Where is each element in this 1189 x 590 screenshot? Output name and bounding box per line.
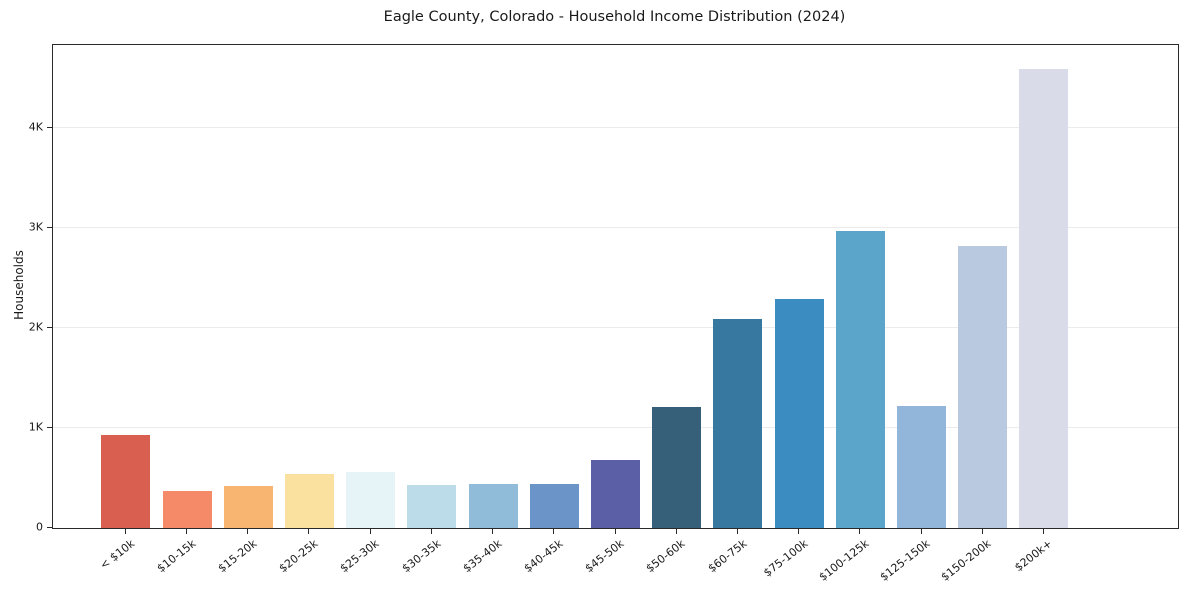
x-tick-$75-100k	[798, 529, 800, 534]
y-tick-label-3K: 3K	[28, 220, 43, 234]
bar-< $10k	[101, 435, 151, 528]
x-tick-$100-125k	[859, 529, 861, 534]
x-tick-$150-200k	[981, 529, 983, 534]
bar-$35-40k	[468, 483, 518, 528]
x-tick-label-$45-50k: $45-50k	[582, 537, 627, 576]
y-tick-0	[47, 527, 52, 528]
x-tick-label-$40-45k: $40-45k	[521, 537, 566, 576]
x-tick-label-$25-30k: $25-30k	[337, 537, 382, 576]
bar-$25-30k	[346, 472, 396, 528]
x-tick-$35-40k	[492, 529, 494, 534]
x-tick-label-$150-200k: $150-200k	[938, 537, 994, 584]
gridline-4K	[53, 127, 1178, 128]
y-tick-2K	[47, 327, 52, 328]
y-tick-label-1K: 1K	[28, 420, 43, 434]
bar-$40-45k	[529, 483, 579, 528]
bar-$50-60k	[652, 407, 702, 528]
x-tick-$125-150k	[920, 529, 922, 534]
y-tick-label-2K: 2K	[28, 320, 43, 334]
x-tick-$30-35k	[430, 529, 432, 534]
x-tick-$60-75k	[736, 529, 738, 534]
x-tick-$45-50k	[614, 529, 616, 534]
x-tick-label-$20-25k: $20-25k	[276, 537, 321, 576]
x-tick-label-$10-15k: $10-15k	[154, 537, 199, 576]
y-tick-1K	[47, 427, 52, 428]
bar-$30-35k	[407, 484, 457, 528]
bar-$100-125k	[835, 230, 885, 528]
y-tick-3K	[47, 227, 52, 228]
bar-$20-25k	[284, 473, 334, 528]
bar-$10-15k	[162, 490, 212, 528]
y-tick-4K	[47, 127, 52, 128]
bar-$45-50k	[591, 460, 640, 528]
x-tick-label-$50-60k: $50-60k	[643, 537, 688, 576]
bar-$200k+	[1019, 69, 1069, 528]
x-tick-$20-25k	[308, 529, 310, 534]
gridline-2K	[53, 327, 1178, 328]
x-tick-label-$75-100k: $75-100k	[760, 537, 811, 580]
chart-title: Eagle County, Colorado - Household Incom…	[383, 9, 846, 25]
bar-$15-20k	[223, 486, 273, 528]
y-tick-label-4K: 4K	[28, 120, 43, 134]
x-tick-$40-45k	[553, 529, 555, 534]
x-tick-$25-30k	[369, 529, 371, 534]
x-tick-$200k+	[1042, 529, 1044, 534]
plot-area	[52, 44, 1179, 529]
bar-$125-150k	[897, 406, 946, 528]
x-tick-< $10k	[124, 529, 126, 534]
x-tick-$15-20k	[247, 529, 249, 534]
x-tick-$10-15k	[186, 529, 188, 534]
x-tick-$50-60k	[675, 529, 677, 534]
x-tick-label-$100-125k: $100-125k	[816, 537, 872, 584]
gridline-1K	[53, 427, 1178, 428]
x-tick-label-< $10k: < $10k	[97, 537, 137, 572]
x-tick-label-$200k+: $200k+	[1012, 537, 1055, 575]
x-tick-label-$125-150k: $125-150k	[877, 537, 933, 584]
x-tick-label-$35-40k: $35-40k	[460, 537, 505, 576]
x-tick-label-$15-20k: $15-20k	[215, 537, 260, 576]
y-tick-label-0: 0	[36, 520, 43, 534]
bar-$60-75k	[713, 319, 763, 528]
x-tick-label-$60-75k: $60-75k	[705, 537, 749, 576]
x-tick-label-$30-35k: $30-35k	[399, 537, 443, 576]
gridline-3K	[53, 227, 1178, 228]
bar-$75-100k	[774, 298, 824, 528]
bar-$150-200k	[958, 246, 1008, 528]
